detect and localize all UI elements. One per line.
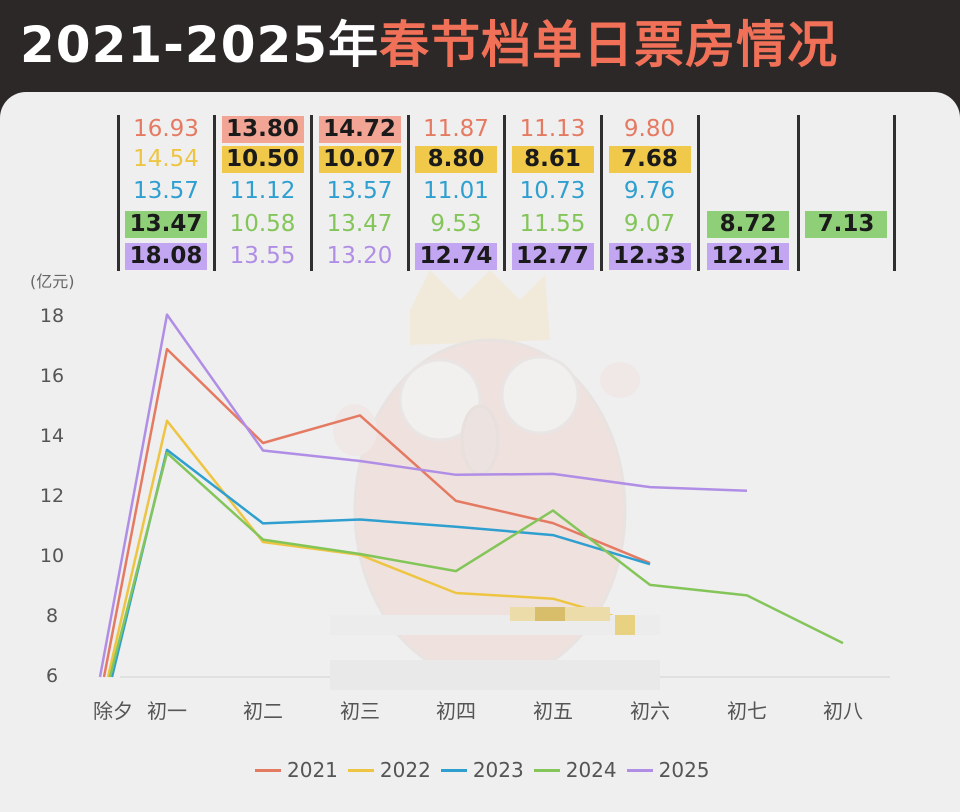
table-cell: 10.73 bbox=[519, 178, 586, 204]
title-subject: 春节档单日票房情况 bbox=[379, 16, 839, 74]
table-cell: 12.33 bbox=[608, 243, 691, 270]
table-column-divider bbox=[117, 115, 120, 271]
x-tick-label: 初八 bbox=[823, 699, 863, 723]
legend-swatch-icon bbox=[626, 768, 653, 772]
legend-swatch-icon bbox=[347, 768, 374, 772]
table-cell: 14.72 bbox=[318, 116, 401, 143]
x-tick-label: 初七 bbox=[727, 699, 767, 723]
x-tick-label: 初一 bbox=[147, 699, 187, 723]
table-cell: 12.21 bbox=[707, 243, 789, 270]
series-line-2021 bbox=[102, 347, 651, 678]
legend-label: 2024 bbox=[565, 758, 617, 782]
x-tick-label: 初三 bbox=[340, 699, 380, 723]
table-column-divider bbox=[310, 115, 313, 271]
table-cell: 7.13 bbox=[805, 211, 887, 238]
table-cell: 13.20 bbox=[326, 243, 393, 269]
legend-label: 2022 bbox=[379, 758, 431, 782]
legend-item-2021: 2021 bbox=[255, 758, 338, 782]
x-tick-label: 除夕 bbox=[93, 699, 133, 723]
x-tick-label: 初六 bbox=[630, 699, 670, 723]
table-column-divider bbox=[797, 115, 800, 271]
x-tick-label: 初四 bbox=[436, 699, 476, 723]
y-tick-label: 16 bbox=[39, 365, 65, 387]
table-cell: 13.47 bbox=[326, 211, 393, 237]
table-cell: 16.93 bbox=[133, 116, 199, 142]
table-cell: 11.01 bbox=[423, 178, 489, 204]
table-column-divider bbox=[600, 115, 603, 271]
y-tick-label: 10 bbox=[39, 545, 65, 567]
legend-swatch-icon bbox=[533, 768, 560, 772]
table-cell: 13.57 bbox=[133, 178, 199, 204]
table-cell: 7.68 bbox=[608, 146, 691, 173]
table-cell: 11.55 bbox=[519, 211, 586, 237]
table-cell: 14.54 bbox=[133, 146, 199, 172]
table-column-divider bbox=[697, 115, 700, 271]
y-tick-label: 8 bbox=[45, 605, 59, 627]
legend-item-2022: 2022 bbox=[347, 758, 431, 782]
series-line-2025 bbox=[98, 313, 748, 678]
table-cell: 18.08 bbox=[125, 243, 207, 270]
y-tick-label: 14 bbox=[39, 425, 65, 447]
table-cell: 10.50 bbox=[221, 146, 304, 173]
title-bar: 2021-2025年春节档单日票房情况 bbox=[0, 0, 960, 90]
table-cell: 8.72 bbox=[707, 211, 789, 238]
mosaic-overlay bbox=[330, 607, 660, 695]
x-tick-label: 初二 bbox=[243, 699, 283, 723]
table-cell: 13.47 bbox=[125, 211, 207, 238]
table-cell: 11.87 bbox=[423, 116, 489, 142]
table-column-divider bbox=[503, 115, 506, 271]
line-plot bbox=[98, 313, 890, 678]
table-cell: 11.12 bbox=[229, 178, 296, 204]
table-cell: 10.58 bbox=[229, 211, 296, 237]
y-axis-unit: (亿元) bbox=[30, 272, 75, 291]
table-cell: 9.07 bbox=[623, 211, 676, 237]
table-cell: 13.80 bbox=[221, 116, 304, 143]
table-cell: 9.53 bbox=[430, 211, 482, 237]
mascot-watermark-icon bbox=[333, 270, 640, 682]
title-years: 2021-2025年 bbox=[20, 16, 380, 74]
y-tick-label: 6 bbox=[45, 665, 59, 687]
series-line-2024 bbox=[108, 451, 844, 678]
legend-label: 2023 bbox=[472, 758, 524, 782]
table-cell: 9.80 bbox=[623, 116, 676, 142]
table-cell: 9.76 bbox=[623, 178, 676, 204]
table-column-divider bbox=[407, 115, 410, 271]
table-cell: 11.13 bbox=[519, 116, 586, 142]
legend-item-2025: 2025 bbox=[626, 758, 710, 782]
legend-label: 2025 bbox=[658, 758, 710, 782]
y-tick-label: 18 bbox=[39, 305, 65, 327]
page-title: 2021-2025年春节档单日票房情况 bbox=[20, 12, 838, 78]
y-tick-label: 12 bbox=[39, 485, 65, 507]
table-column-divider bbox=[893, 115, 896, 271]
table-cell: 12.77 bbox=[511, 243, 594, 270]
legend: 2021 2022 2023 2024 2025 bbox=[255, 758, 720, 782]
table-column-divider bbox=[213, 115, 216, 271]
table-cell: 8.61 bbox=[511, 146, 594, 173]
legend-item-2024: 2024 bbox=[533, 758, 617, 782]
table-cell: 10.07 bbox=[318, 146, 401, 173]
table-cell: 12.74 bbox=[415, 243, 497, 270]
table-cell: 13.55 bbox=[229, 243, 296, 269]
x-tick-label: 初五 bbox=[533, 699, 573, 723]
legend-swatch-icon bbox=[440, 768, 467, 772]
table-cell: 13.57 bbox=[326, 178, 393, 204]
legend-label: 2021 bbox=[287, 758, 338, 782]
table-cell: 8.80 bbox=[415, 146, 497, 173]
series-line-2023 bbox=[110, 448, 651, 678]
legend-item-2023: 2023 bbox=[440, 758, 524, 782]
legend-swatch-icon bbox=[255, 768, 281, 772]
